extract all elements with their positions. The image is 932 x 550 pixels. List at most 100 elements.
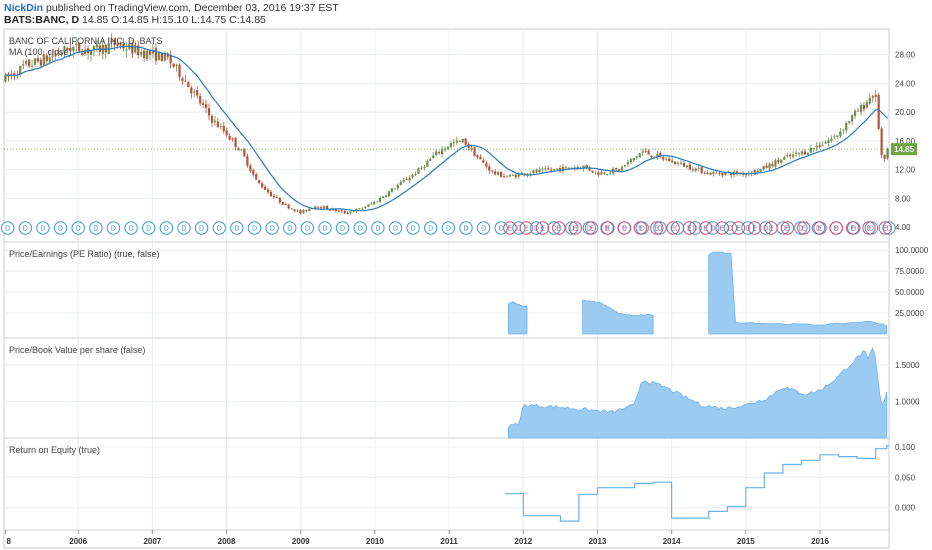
candle	[213, 116, 217, 126]
svg-text:D: D	[322, 226, 327, 233]
svg-text:E: E	[622, 226, 627, 233]
candle	[163, 51, 166, 62]
candle	[343, 209, 346, 214]
dividend-marker: D	[758, 221, 773, 235]
svg-text:D: D	[287, 226, 292, 233]
candle	[408, 175, 411, 183]
candle	[691, 166, 694, 173]
svg-text:D: D	[93, 226, 98, 233]
candle	[765, 162, 768, 169]
candle	[402, 177, 405, 184]
earnings-marker: E	[862, 221, 876, 235]
candle	[703, 171, 706, 175]
dividend-marker: D	[882, 221, 896, 235]
candle	[591, 170, 594, 173]
earnings-marker: E	[633, 221, 648, 235]
candle	[756, 169, 759, 175]
candle	[36, 55, 40, 63]
candle	[134, 41, 137, 54]
dividend-marker: D	[230, 221, 244, 235]
svg-text:E: E	[524, 226, 529, 233]
candle	[877, 92, 880, 130]
candle	[284, 202, 287, 205]
candle	[535, 168, 538, 174]
candle	[786, 152, 789, 159]
earnings-marker: E	[617, 221, 631, 235]
dividend-marker: D	[1, 221, 15, 235]
candle	[166, 52, 169, 61]
candle	[358, 208, 361, 210]
price-tick-label: 12.00	[895, 166, 916, 175]
svg-text:D: D	[40, 226, 45, 233]
svg-text:E: E	[818, 226, 823, 233]
x-tick-label: 2016	[811, 537, 829, 546]
candle	[508, 173, 512, 178]
candle	[665, 156, 668, 162]
dividend-marker: D	[353, 221, 367, 235]
svg-text:D: D	[76, 226, 81, 233]
dividend-marker: D	[335, 221, 350, 235]
x-tick-label: 2007	[143, 537, 161, 546]
candle	[635, 155, 638, 160]
candle	[853, 108, 857, 119]
candle	[81, 48, 84, 57]
candle	[789, 152, 792, 160]
candle	[137, 40, 140, 59]
candle	[482, 157, 485, 164]
candle	[308, 207, 311, 212]
svg-text:D: D	[146, 226, 151, 233]
earnings-marker: E	[764, 221, 778, 235]
candle	[762, 165, 765, 171]
candle	[84, 44, 87, 56]
candle	[659, 151, 662, 159]
candle	[346, 211, 349, 215]
dividend-marker: D	[547, 221, 561, 235]
candle	[511, 173, 514, 177]
svg-text:D: D	[129, 226, 134, 233]
svg-text:E: E	[573, 226, 578, 233]
y-tick-label: 75.0000	[895, 267, 924, 276]
candle	[797, 151, 801, 158]
svg-text:E: E	[850, 226, 855, 233]
dividend-marker: D	[371, 221, 385, 235]
dividend-marker: D	[159, 221, 174, 235]
candle	[302, 208, 305, 214]
pane-frame-0	[3, 28, 890, 243]
svg-text:D: D	[252, 226, 257, 233]
author-name[interactable]: NickDin	[4, 2, 44, 14]
ohlc-readout: 14.85 O:14.85 H:15.10 L:14.75 C:14.85	[79, 14, 266, 26]
earnings-marker: E	[829, 221, 844, 235]
candle	[458, 140, 461, 143]
svg-text:E: E	[638, 226, 643, 233]
svg-text:E: E	[654, 226, 659, 233]
pane-title: Price/Book Value per share (false)	[9, 345, 145, 355]
ma-indicator-label: MA (100, close)	[9, 47, 72, 57]
candle	[417, 167, 420, 174]
candle	[281, 201, 284, 206]
candle	[320, 205, 323, 209]
candle	[42, 51, 45, 66]
symbol-label: BATS:BANC, D	[4, 14, 80, 26]
candle	[594, 171, 597, 175]
candle	[261, 181, 264, 189]
candle	[647, 149, 650, 155]
candle	[883, 154, 886, 162]
candle	[839, 127, 842, 139]
candle	[110, 33, 113, 50]
candle	[688, 161, 691, 171]
svg-text:E: E	[508, 226, 513, 233]
pb-area	[507, 347, 888, 439]
svg-text:D: D	[428, 226, 433, 233]
candle	[609, 171, 612, 175]
candle	[367, 203, 370, 208]
price-tick-label: 24.00	[895, 79, 916, 88]
dividend-marker: D	[653, 221, 667, 235]
candle	[143, 48, 146, 62]
candle	[709, 172, 712, 175]
candle	[263, 184, 267, 191]
svg-text:D: D	[217, 226, 222, 233]
dividend-marker: D	[318, 221, 332, 235]
candle	[299, 209, 302, 215]
candle	[502, 173, 506, 179]
